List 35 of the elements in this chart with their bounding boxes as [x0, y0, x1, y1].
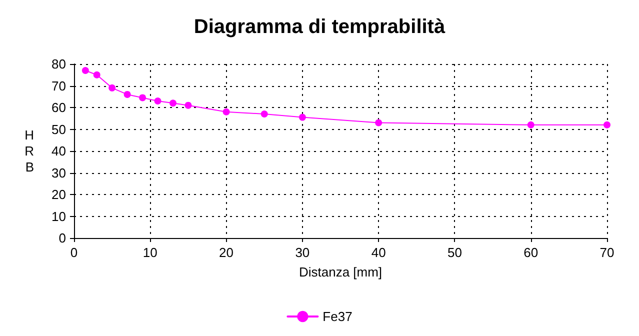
point	[222, 108, 230, 116]
x-tick-label: 40	[371, 245, 386, 260]
y-tick-label: 20	[52, 187, 66, 202]
y-axis-title: HRB	[24, 128, 34, 174]
x-axis-title: Distanza [mm]	[298, 264, 382, 280]
x-tick-label: 60	[524, 245, 538, 260]
point	[260, 110, 268, 118]
y-tick-label: 0	[58, 230, 66, 246]
y-tick-label: 10	[52, 208, 66, 224]
point	[108, 84, 116, 92]
point	[139, 94, 146, 102]
point	[93, 71, 100, 78]
point	[298, 114, 306, 121]
point	[184, 102, 192, 109]
x-tick-label: 50	[447, 245, 462, 260]
point	[169, 100, 176, 107]
x-tick-label: 10	[142, 245, 158, 260]
x-tick-label: 70	[600, 245, 614, 260]
point	[82, 67, 89, 74]
point	[154, 97, 162, 104]
point	[375, 119, 382, 126]
y-tick-label: 40	[52, 144, 66, 158]
y-tick-label: 30	[52, 165, 66, 180]
legend-label: Fe37	[322, 309, 352, 324]
point	[124, 90, 131, 98]
point	[527, 121, 534, 128]
y-tick-label: 50	[52, 122, 66, 137]
y-tick-label: 60	[52, 100, 66, 115]
y-tick-label: 70	[52, 78, 66, 94]
x-tick-label: 30	[295, 245, 310, 260]
x-tick-label: 0	[70, 245, 78, 260]
point	[604, 121, 610, 128]
x-tick-label: 20	[219, 245, 234, 260]
y-tick-label: 80	[52, 56, 66, 72]
chart-title: Diagramma di temprabilità	[194, 16, 446, 38]
